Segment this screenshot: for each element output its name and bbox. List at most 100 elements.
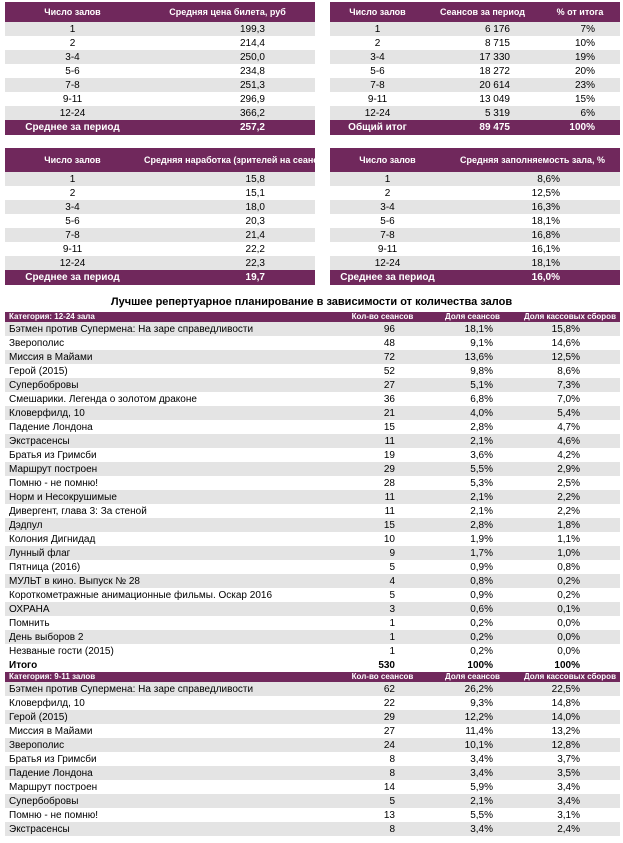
cell: 18,1% bbox=[445, 256, 620, 270]
cell: 26,2% bbox=[425, 682, 520, 696]
data-row: Кловерфилд, 10 22 9,3% 14,8% bbox=[5, 696, 620, 710]
cell: 3,4% bbox=[425, 766, 520, 780]
cell: 0,9% bbox=[470, 561, 493, 573]
cell: День выборов 2 bbox=[5, 630, 340, 644]
data-row: Дивергент, глава 3: За стеной 11 2,1% 2,2% bbox=[5, 504, 620, 518]
cell: 0,2% bbox=[425, 630, 520, 644]
cell: 257,2 bbox=[140, 120, 315, 135]
cell: 9-11 bbox=[367, 93, 388, 105]
data-row: 3-4 250,0 bbox=[5, 50, 315, 64]
data-row: Миссия в Майами 72 13,6% 12,5% bbox=[5, 350, 620, 364]
cell: 36 bbox=[383, 393, 395, 405]
footer-row: Среднее за период 16,0% bbox=[330, 270, 620, 285]
cell: 0,9% bbox=[470, 589, 493, 601]
cell: 13 bbox=[383, 809, 395, 821]
cell: Кловерфилд, 10 bbox=[5, 406, 340, 420]
cell: 5,5% bbox=[425, 462, 520, 476]
cell: 12,5% bbox=[520, 350, 620, 364]
cell: Категория: 12-24 зала bbox=[5, 312, 340, 322]
cell: 48 bbox=[383, 337, 395, 349]
cell: 1 bbox=[5, 172, 140, 186]
cell: 5,3% bbox=[470, 477, 493, 489]
cell: 15% bbox=[574, 93, 595, 105]
cell: 5,1% bbox=[425, 378, 520, 392]
cell: 8,6% bbox=[445, 172, 620, 186]
data-row: Герой (2015) 29 12,2% 14,0% bbox=[5, 710, 620, 724]
cell: 296,9 bbox=[239, 93, 265, 105]
cell: 8,6% bbox=[557, 365, 580, 377]
cell: 5,4% bbox=[520, 406, 620, 420]
cell: 2,1% bbox=[425, 434, 520, 448]
cell: 16,8% bbox=[445, 228, 620, 242]
cell: Кол-во сеансов bbox=[340, 312, 425, 322]
cell: 10% bbox=[574, 37, 595, 49]
cell: 2 bbox=[69, 187, 76, 199]
cell: 18,0 bbox=[140, 200, 315, 214]
cell: Короткометражные анимационные фильмы. Ос… bbox=[9, 589, 273, 601]
cell: Общий итог bbox=[330, 120, 425, 135]
cell: 3,4% bbox=[557, 781, 580, 793]
summary-table: Число залов Средняя цена билета, руб 1 199,… bbox=[5, 2, 315, 135]
data-row: Дэдпул 15 2,8% 1,8% bbox=[5, 518, 620, 532]
cell: Бэтмен против Супермена: На заре справед… bbox=[5, 322, 340, 336]
cell: 2 bbox=[69, 37, 76, 49]
cell: Братья из Гримсби bbox=[9, 449, 97, 461]
cell: 100% bbox=[554, 659, 580, 671]
cell: 7,0% bbox=[557, 393, 580, 405]
cell: 15,1 bbox=[245, 187, 265, 199]
data-row: Лунный флаг 9 1,7% 1,0% bbox=[5, 546, 620, 560]
data-row: 9-11 296,9 bbox=[5, 92, 315, 106]
cell: 251,3 bbox=[140, 78, 315, 92]
cell: 3-4 bbox=[5, 200, 140, 214]
cell: 1 bbox=[389, 645, 395, 657]
data-row: 12-24 22,3 bbox=[5, 256, 315, 270]
cell: 3,4% bbox=[470, 753, 493, 765]
cell: 8 715 bbox=[484, 37, 510, 49]
cell: 9,3% bbox=[470, 697, 493, 709]
cell: 5 319 bbox=[425, 106, 540, 120]
data-row: 5-6 20,3 bbox=[5, 214, 315, 228]
cell: Число залов bbox=[330, 148, 445, 172]
data-row: 3-4 18,0 bbox=[5, 200, 315, 214]
cell: Супербобровы bbox=[5, 794, 340, 808]
data-row: 5-6 18,1% bbox=[330, 214, 620, 228]
cell: 12,8% bbox=[520, 738, 620, 752]
cell: 96 bbox=[340, 322, 425, 336]
cell: Итого bbox=[9, 659, 38, 671]
cell: 0,6% bbox=[425, 602, 520, 616]
data-row: 1 8,6% bbox=[330, 172, 620, 186]
cell: 8 bbox=[340, 822, 425, 836]
cell: 3,7% bbox=[557, 753, 580, 765]
cell: 2,8% bbox=[470, 421, 493, 433]
cell: 0,0% bbox=[557, 617, 580, 629]
data-row: 2 12,5% bbox=[330, 186, 620, 200]
data-row: Падение Лондона 8 3,4% 3,5% bbox=[5, 766, 620, 780]
cell: 2,2% bbox=[557, 505, 580, 517]
cell: 0,1% bbox=[520, 602, 620, 616]
cell: Средняя цена билета, руб bbox=[140, 2, 315, 22]
cell: Помню - не помню! bbox=[9, 477, 99, 489]
cell: 21 bbox=[340, 406, 425, 420]
data-row: Пятница (2016) 5 0,9% 0,8% bbox=[5, 560, 620, 574]
data-row: Зверополис 48 9,1% 14,6% bbox=[5, 336, 620, 350]
cell: Зверополис bbox=[9, 337, 65, 349]
cell: 17 330 bbox=[425, 50, 540, 64]
cell: 12-24 bbox=[330, 106, 425, 120]
cell: 7% bbox=[540, 22, 620, 36]
cell: 14 bbox=[383, 781, 395, 793]
cell: 0,8% bbox=[425, 574, 520, 588]
cell: 2,4% bbox=[520, 822, 620, 836]
footer-row: Среднее за период 257,2 bbox=[5, 120, 315, 135]
cell: 21,4 bbox=[140, 228, 315, 242]
data-row: 7-8 21,4 bbox=[5, 228, 315, 242]
cell: Экстрасенсы bbox=[5, 822, 340, 836]
repertoire-table: Категория: 9-11 залов Кол-во сеансов Доля … bbox=[5, 672, 620, 836]
cell: 5 bbox=[389, 561, 395, 573]
cell: 250,0 bbox=[140, 50, 315, 64]
cell: ОХРАНА bbox=[5, 602, 340, 616]
summary-table: Число залов Сеансов за период% от итога 1 6… bbox=[330, 2, 620, 135]
header-row: Категория: 12-24 зала Кол-во сеансов Доля … bbox=[5, 312, 620, 322]
data-row: Незваные гости (2015) 1 0,2% 0,0% bbox=[5, 644, 620, 658]
cell: 3-4 bbox=[330, 200, 445, 214]
